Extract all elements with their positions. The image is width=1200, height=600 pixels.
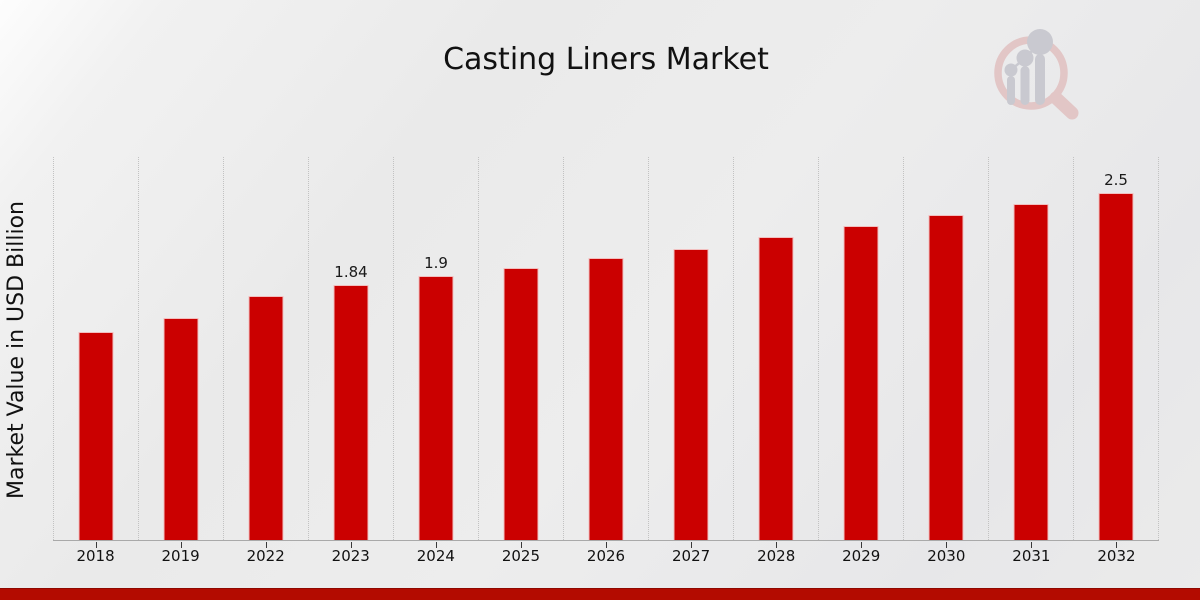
x-axis-tick: [266, 542, 267, 548]
logo-bar-medium-icon: [1020, 66, 1030, 105]
bar-value-label-2032: 2.5: [1104, 171, 1128, 189]
x-tick-label-2031: 2031: [1012, 547, 1051, 565]
bar-2022: [248, 296, 284, 540]
x-axis-tick: [776, 542, 777, 548]
category-column: [478, 157, 563, 548]
x-axis-tick: [606, 542, 607, 548]
x-axis-tick: [861, 542, 862, 548]
x-axis-tick: [181, 542, 182, 548]
x-tick-label-2022: 2022: [246, 547, 285, 565]
x-tick-label-2019: 2019: [161, 547, 200, 565]
bar-2025: [503, 268, 539, 540]
x-axis-tick: [691, 542, 692, 548]
x-tick-label-2028: 2028: [757, 547, 796, 565]
footer-accent-bar: [0, 588, 1200, 600]
x-tick-label-2025: 2025: [501, 547, 541, 565]
plot-area: 1.84 1.9 2.5: [53, 157, 1159, 548]
y-axis-label: Market Value in USD Billion: [4, 200, 29, 500]
logo-dot-small-icon: [1004, 63, 1018, 77]
x-axis-tick: [946, 542, 947, 548]
bar-value-label-2023: 1.84: [334, 263, 368, 281]
x-axis-tick: [351, 542, 352, 548]
logo-dot-medium-icon: [1016, 49, 1034, 67]
x-axis-tick: [436, 542, 437, 548]
bar-2027: [673, 249, 709, 540]
x-axis-tick: [1116, 542, 1117, 548]
bar-2023: [333, 285, 369, 540]
x-tick-label-2027: 2027: [671, 547, 711, 565]
x-tick-label-2029: 2029: [842, 547, 881, 565]
x-axis-labels: 2018 2019 2022 2023 2024 2025 2026 2027 2028 2029…: [53, 547, 1159, 565]
category-column: 2.5: [1073, 157, 1159, 548]
category-column: [818, 157, 903, 548]
x-tick-label-2024: 2024: [416, 547, 455, 565]
x-tick-label-2030: 2030: [927, 547, 966, 565]
x-axis-tick: [521, 542, 522, 548]
bar-2029: [843, 226, 879, 540]
category-column: 1.9: [393, 157, 478, 548]
bar-2018: [78, 332, 114, 540]
bar-2032: [1098, 193, 1134, 540]
category-column: [903, 157, 988, 548]
category-column: 1.84: [308, 157, 393, 548]
mrfr-watermark-logo: [994, 29, 1079, 120]
category-column: [563, 157, 648, 548]
chart-title: Casting Liners Market: [443, 42, 769, 77]
x-tick-label-2023: 2023: [331, 547, 370, 565]
category-column: [53, 157, 138, 548]
x-tick-label-2026: 2026: [586, 547, 626, 565]
category-column: [138, 157, 223, 548]
category-column: [988, 157, 1073, 548]
logo-bar-small-icon: [1007, 76, 1015, 105]
x-tick-label-2018: 2018: [76, 547, 115, 565]
x-tick-label-2032: 2032: [1097, 547, 1136, 565]
bar-2026: [588, 258, 624, 540]
x-axis-tick: [96, 542, 97, 548]
bar-value-label-2024: 1.9: [424, 254, 448, 272]
logo-bar-tall-icon: [1035, 54, 1045, 105]
category-column: [733, 157, 818, 548]
category-column: [648, 157, 733, 548]
bar-2028: [758, 237, 794, 540]
magnifier-handle-icon: [1049, 91, 1079, 120]
bar-2019: [163, 318, 199, 540]
bar-2031: [1013, 204, 1049, 540]
x-axis-tick: [1031, 542, 1032, 548]
bar-2030: [928, 215, 964, 540]
bar-2024: [418, 276, 454, 540]
logo-dot-large-icon: [1027, 29, 1053, 55]
category-column: [223, 157, 308, 548]
